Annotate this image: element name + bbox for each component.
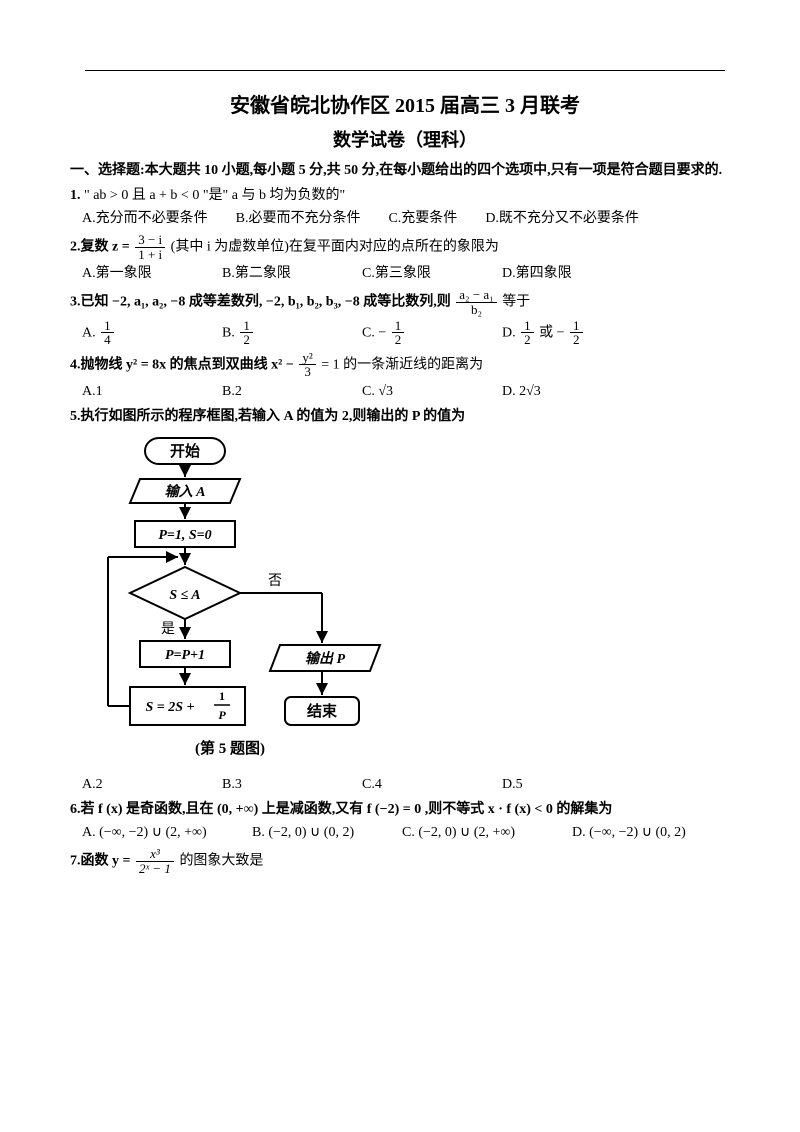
f-n: 1	[570, 319, 583, 334]
q2-optC: C.第三象限	[362, 263, 502, 284]
q3-fr-den: b₂	[456, 303, 496, 317]
q3-stem-a: 3.已知 −2, a₁, a₂, −8 成等差数列, −2, b₁, b₂, b…	[70, 295, 451, 310]
q2-den: 1 + i	[135, 248, 165, 262]
f-n: 1	[240, 319, 253, 334]
flow-step2-d: P	[218, 708, 226, 722]
q6-optA: A. (−∞, −2) ∪ (2, +∞)	[82, 822, 252, 843]
q1-optD: D.既不充分又不必要条件	[485, 208, 667, 229]
q6-options: A. (−∞, −2) ∪ (2, +∞) B. (−2, 0) ∪ (0, 2…	[82, 822, 740, 843]
question-6-stem: 6.若 f (x) 是奇函数,且在 (0, +∞) 上是减函数,又有 f (−2…	[70, 799, 740, 820]
q3-optA-pre: A.	[82, 325, 96, 340]
flow-init: P=1, S=0	[158, 528, 211, 543]
f-d: 2	[521, 333, 534, 347]
f-d: 2	[392, 333, 405, 347]
question-7: 7.函数 y = x³ 2ˣ − 1 的图象大致是	[70, 847, 740, 875]
flowchart: 开始 输入 A P=1, S=0 S ≤ A 否 输出 P 结束 是 P=P+1…	[90, 433, 740, 770]
q7-pre: 7.函数 y =	[70, 853, 130, 868]
q5-options: A.2 B.3 C.4 D.5	[82, 774, 740, 795]
flow-yes: 是	[161, 622, 175, 637]
question-3: 3.已知 −2, a₁, a₂, −8 成等差数列, −2, b₁, b₂, b…	[70, 288, 740, 316]
flow-out: 输出 P	[305, 650, 345, 667]
q3-optB: B. 1 2	[222, 319, 362, 347]
f-n: 1	[101, 319, 114, 334]
q4-n: y²	[299, 351, 315, 366]
q5-optD: D.5	[502, 774, 642, 795]
flow-step2-n: 1	[219, 689, 225, 703]
q5-optC: C.4	[362, 774, 502, 795]
flow-step2-pre: S = 2S +	[145, 700, 194, 715]
q2-optB: B.第二象限	[222, 263, 362, 284]
flow-cond: S ≤ A	[169, 588, 200, 603]
flow-step1: P=P+1	[165, 648, 205, 663]
q3-optC-pre: C. −	[362, 325, 386, 340]
q4-pre: 4.抛物线 y² = 8x 的焦点到双曲线 x² −	[70, 357, 294, 372]
f-d: 2	[570, 333, 583, 347]
q4-optD: D. 2√3	[502, 381, 642, 402]
flow-end: 结束	[307, 702, 338, 720]
q3-fraction: a₂ − a₁ b₂	[456, 288, 496, 316]
q2-pre: 2.复数 z =	[70, 239, 130, 254]
q3-B-frac: 1 2	[240, 319, 253, 347]
q4-optA: A.1	[82, 381, 222, 402]
f-n: 1	[521, 319, 534, 334]
q1-optA: A.充分而不必要条件	[82, 208, 236, 229]
flowchart-svg: 开始 输入 A P=1, S=0 S ≤ A 否 输出 P 结束 是 P=P+1…	[90, 433, 450, 763]
q2-post: (其中 i 为虚数单位)在复平面内对应的点所在的象限为	[171, 239, 499, 254]
flow-input: 输入 A	[165, 483, 206, 500]
q6-optD: D. (−∞, −2) ∪ (0, 2)	[572, 822, 722, 843]
q7-num: x³	[136, 847, 174, 862]
title-line1: 安徽省皖北协作区 2015 届高三 3 月联考	[70, 91, 740, 121]
q1-optB: B.必要而不充分条件	[236, 208, 389, 229]
q2-options: A.第一象限 B.第二象限 C.第三象限 D.第四象限	[82, 263, 740, 284]
q3-optC: C. − 1 2	[362, 319, 502, 347]
q4-optC: C. √3	[362, 381, 502, 402]
q4-post: = 1 的一条渐近线的距离为	[321, 357, 483, 372]
flow-caption: (第 5 题图)	[195, 739, 265, 757]
f-d: 4	[101, 333, 114, 347]
q5-optA: A.2	[82, 774, 222, 795]
q2-fraction: 3 − i 1 + i	[135, 233, 165, 261]
q3-D-mid: 或 −	[539, 325, 564, 340]
q3-stem-b: 等于	[502, 295, 530, 310]
question-2: 2.复数 z = 3 − i 1 + i (其中 i 为虚数单位)在复平面内对应…	[70, 233, 740, 261]
q4-frac: y² 3	[299, 351, 315, 379]
q3-optA: A. 1 4	[82, 319, 222, 347]
q3-fr-num: a₂ − a₁	[456, 288, 496, 303]
question-4: 4.抛物线 y² = 8x 的焦点到双曲线 x² − y² 3 = 1 的一条渐…	[70, 351, 740, 379]
q4-optB: B.2	[222, 381, 362, 402]
q3-C-frac: 1 2	[392, 319, 405, 347]
f-n: 1	[392, 319, 405, 334]
question-1: 1. " ab > 0 且 a + b < 0 "是" a 与 b 均为负数的"	[70, 185, 740, 206]
q6-optC: C. (−2, 0) ∪ (2, +∞)	[402, 822, 572, 843]
q5-optB: B.3	[222, 774, 362, 795]
q7-den: 2ˣ − 1	[136, 862, 174, 876]
q7-post: 的图象大致是	[179, 853, 263, 868]
q3-options: A. 1 4 B. 1 2 C. − 1 2 D. 1 2 或 − 1 2	[82, 319, 740, 347]
q4-options: A.1 B.2 C. √3 D. 2√3	[82, 381, 740, 402]
q3-optD: D. 1 2 或 − 1 2	[502, 319, 642, 347]
f-d: 2	[240, 333, 253, 347]
flow-start: 开始	[170, 442, 200, 460]
question-5-stem: 5.执行如图所示的程序框图,若输入 A 的值为 2,则输出的 P 的值为	[70, 406, 740, 427]
section1-head: 一、选择题:本大题共 10 小题,每小题 5 分,共 50 分,在每小题给出的四…	[70, 160, 740, 181]
q1-number: 1.	[70, 188, 81, 203]
flow-no: 否	[268, 574, 282, 589]
q1-optC: C.充要条件	[388, 208, 485, 229]
q3-D2-frac: 1 2	[570, 319, 583, 347]
top-rule	[85, 70, 725, 71]
q3-D1-frac: 1 2	[521, 319, 534, 347]
q4-d: 3	[299, 365, 315, 379]
q1-options: A.充分而不必要条件 B.必要而不充分条件 C.充要条件 D.既不充分又不必要条…	[82, 208, 740, 229]
q6-optB: B. (−2, 0) ∪ (0, 2)	[252, 822, 402, 843]
q1-stem: " ab > 0 且 a + b < 0 "是" a 与 b 均为负数的"	[84, 188, 345, 203]
q3-A-frac: 1 4	[101, 319, 114, 347]
q2-optA: A.第一象限	[82, 263, 222, 284]
q2-num: 3 − i	[135, 233, 165, 248]
q3-optD-pre: D.	[502, 325, 516, 340]
title-line2: 数学试卷（理科）	[70, 127, 740, 154]
q2-optD: D.第四象限	[502, 263, 642, 284]
q3-optB-pre: B.	[222, 325, 235, 340]
q7-frac: x³ 2ˣ − 1	[136, 847, 174, 875]
